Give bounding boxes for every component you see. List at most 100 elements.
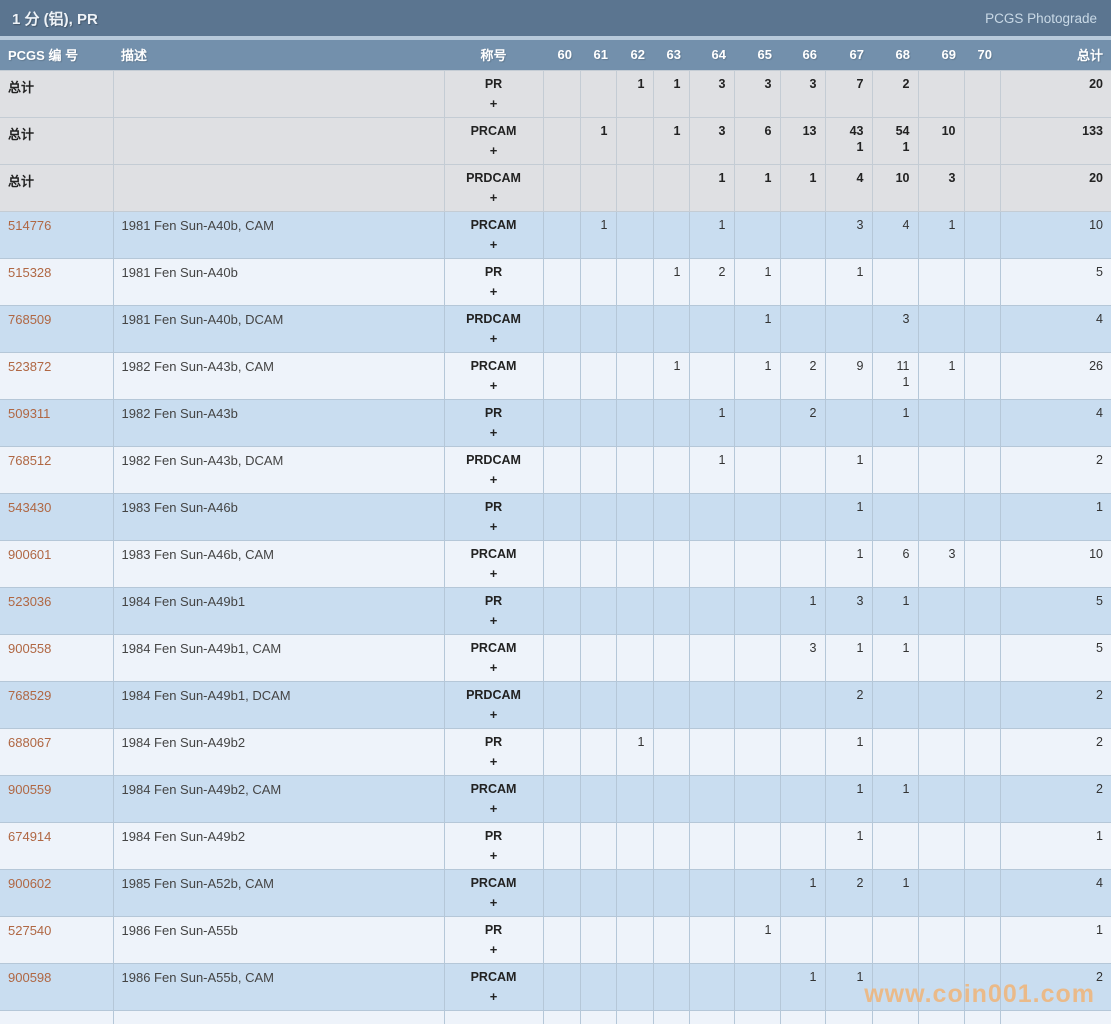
empty-cell: [917, 1009, 965, 1024]
grade-count: 3: [948, 170, 956, 185]
table-row: 900602 1985 Fen Sun-A52b, CAM PRCAM +1 2 1 4: [0, 868, 1111, 917]
grade-cell-66: 1: [779, 586, 826, 635]
description-text: 1981 Fen Sun-A40b, CAM: [121, 217, 274, 233]
pcgs-number-cell: 900598: [0, 962, 114, 1011]
pcgs-number-link[interactable]: 688067: [8, 734, 52, 750]
grade-cell-64: [688, 821, 735, 870]
grade-count: 1: [809, 969, 817, 984]
description-text: 1982 Fen Sun-A43b: [121, 405, 238, 421]
grade-cell-62: [615, 962, 654, 1011]
row-total-cell: 5: [999, 257, 1111, 306]
grade-cell-60: [542, 962, 581, 1011]
grade-count: 1: [948, 217, 956, 232]
empty-cell: [733, 1009, 781, 1024]
grade-cell-66: 1: [779, 868, 826, 917]
description-text: 1981 Fen Sun-A40b, DCAM: [121, 311, 284, 327]
designation-cell: PRDCAM +: [443, 680, 544, 729]
description-cell: 1981 Fen Sun-A40b, DCAM: [112, 304, 445, 353]
grade-cell-62: [615, 398, 654, 447]
description-text: 1983 Fen Sun-A46b: [121, 499, 238, 515]
table-row: 674914 1984 Fen Sun-A49b2 PR +1 1: [0, 821, 1111, 870]
pcgs-number-link[interactable]: 515328: [8, 264, 52, 280]
grade-cell-65: 1: [733, 915, 781, 964]
grade-count: 1: [856, 969, 864, 984]
grade-cell-66: 1: [779, 163, 826, 212]
designation-plus-label: +: [489, 847, 498, 863]
pcgs-number-link[interactable]: 900559: [8, 781, 52, 797]
grade-cell-66: [779, 445, 826, 494]
pcgs-number-link[interactable]: 523872: [8, 358, 52, 374]
table-header-row: PCGS 编 号 描述 称号 60 61 62 63 64 65 66 67 68 69 70 总计: [0, 40, 1111, 70]
grade-cell-67: 9: [824, 351, 873, 400]
grade-count: 6: [902, 546, 910, 561]
col-header-grade-64: 64: [689, 40, 734, 70]
grade-cell-62: [615, 586, 654, 635]
grade-cell-66: [779, 680, 826, 729]
grade-cell-67: 1: [824, 633, 873, 682]
pcgs-number-link[interactable]: 900601: [8, 546, 52, 562]
grade-cell-67: 1: [824, 492, 873, 541]
description-cell: 1982 Fen Sun-A43b: [112, 398, 445, 447]
pcgs-number-link[interactable]: 514776: [8, 217, 52, 233]
pcgs-number-link[interactable]: 900558: [8, 640, 52, 656]
grade-count: 1: [600, 123, 608, 138]
grade-cell-65: [733, 680, 781, 729]
grade-cell-66: [779, 492, 826, 541]
grade-cell-63: [652, 633, 690, 682]
grade-cell-64: 1: [688, 163, 735, 212]
col-header-grade-61: 61: [580, 40, 616, 70]
designation-plus-label: +: [489, 753, 498, 769]
grade-cell-64: [688, 586, 735, 635]
pcgs-number-link[interactable]: 768509: [8, 311, 52, 327]
row-total-cell: 4: [999, 868, 1111, 917]
designation-label: PRCAM: [470, 875, 517, 890]
grade-count: 1: [637, 76, 645, 91]
designation-plus-label: +: [489, 142, 498, 158]
pcgs-number-link[interactable]: 674914: [8, 828, 52, 844]
grade-count: 1: [718, 217, 726, 232]
row-total-cell: 2: [999, 680, 1111, 729]
grade-cell-61: [579, 492, 617, 541]
designation-plus-label: +: [489, 565, 498, 581]
designation-label: PRCAM: [470, 640, 517, 655]
grade-cell-61: [579, 821, 617, 870]
grade-cell-64: 3: [688, 69, 735, 118]
grade-cell-66: [779, 915, 826, 964]
pcgs-number-link[interactable]: 527540: [8, 922, 52, 938]
grade-cell-65: 3: [733, 69, 781, 118]
grade-count: 1: [637, 734, 645, 749]
pcgs-number-cell: 900602: [0, 868, 114, 917]
table-row: 900558 1984 Fen Sun-A49b1, CAM PRCAM +3 1 1 5: [0, 633, 1111, 682]
pcgs-number-link[interactable]: 900602: [8, 875, 52, 891]
grade-count: 1: [856, 546, 864, 561]
grade-cell-65: [733, 962, 781, 1011]
grade-cell-60: [542, 727, 581, 776]
grade-cell-60: [542, 163, 581, 212]
pcgs-number-link[interactable]: 900598: [8, 969, 52, 985]
grade-cell-65: 1: [733, 257, 781, 306]
grade-cell-61: [579, 163, 617, 212]
grade-cell-60: [542, 680, 581, 729]
pcgs-number-link[interactable]: 509311: [8, 405, 51, 421]
empty-cell: [779, 1009, 826, 1024]
grade-cell-65: [733, 398, 781, 447]
grade-cell-69: [917, 257, 965, 306]
grade-count: 4: [856, 170, 864, 185]
designation-cell: PR +: [443, 915, 544, 964]
designation-label: PRCAM: [470, 217, 517, 232]
total-row: 总计 PR +1 1 3 3 3 7 2 20: [0, 69, 1111, 118]
grade-count: 1: [673, 264, 681, 279]
grade-cell-67: [824, 915, 873, 964]
row-total-cell: 5: [999, 633, 1111, 682]
grade-count: 1: [718, 405, 726, 420]
pcgs-number-link[interactable]: 543430: [8, 499, 52, 515]
pcgs-number-link[interactable]: 768512: [8, 452, 52, 468]
designation-label: PRCAM: [470, 546, 517, 561]
grade-cell-68: 1: [871, 398, 919, 447]
pcgs-number-link[interactable]: 523036: [8, 593, 52, 609]
pcgs-photograde-link[interactable]: PCGS Photograde: [985, 10, 1097, 26]
pcgs-number-link[interactable]: 768529: [8, 687, 52, 703]
designation-cell: PR +: [443, 398, 544, 447]
designation-label: PR: [484, 922, 503, 937]
grade-count: 3: [809, 76, 817, 91]
